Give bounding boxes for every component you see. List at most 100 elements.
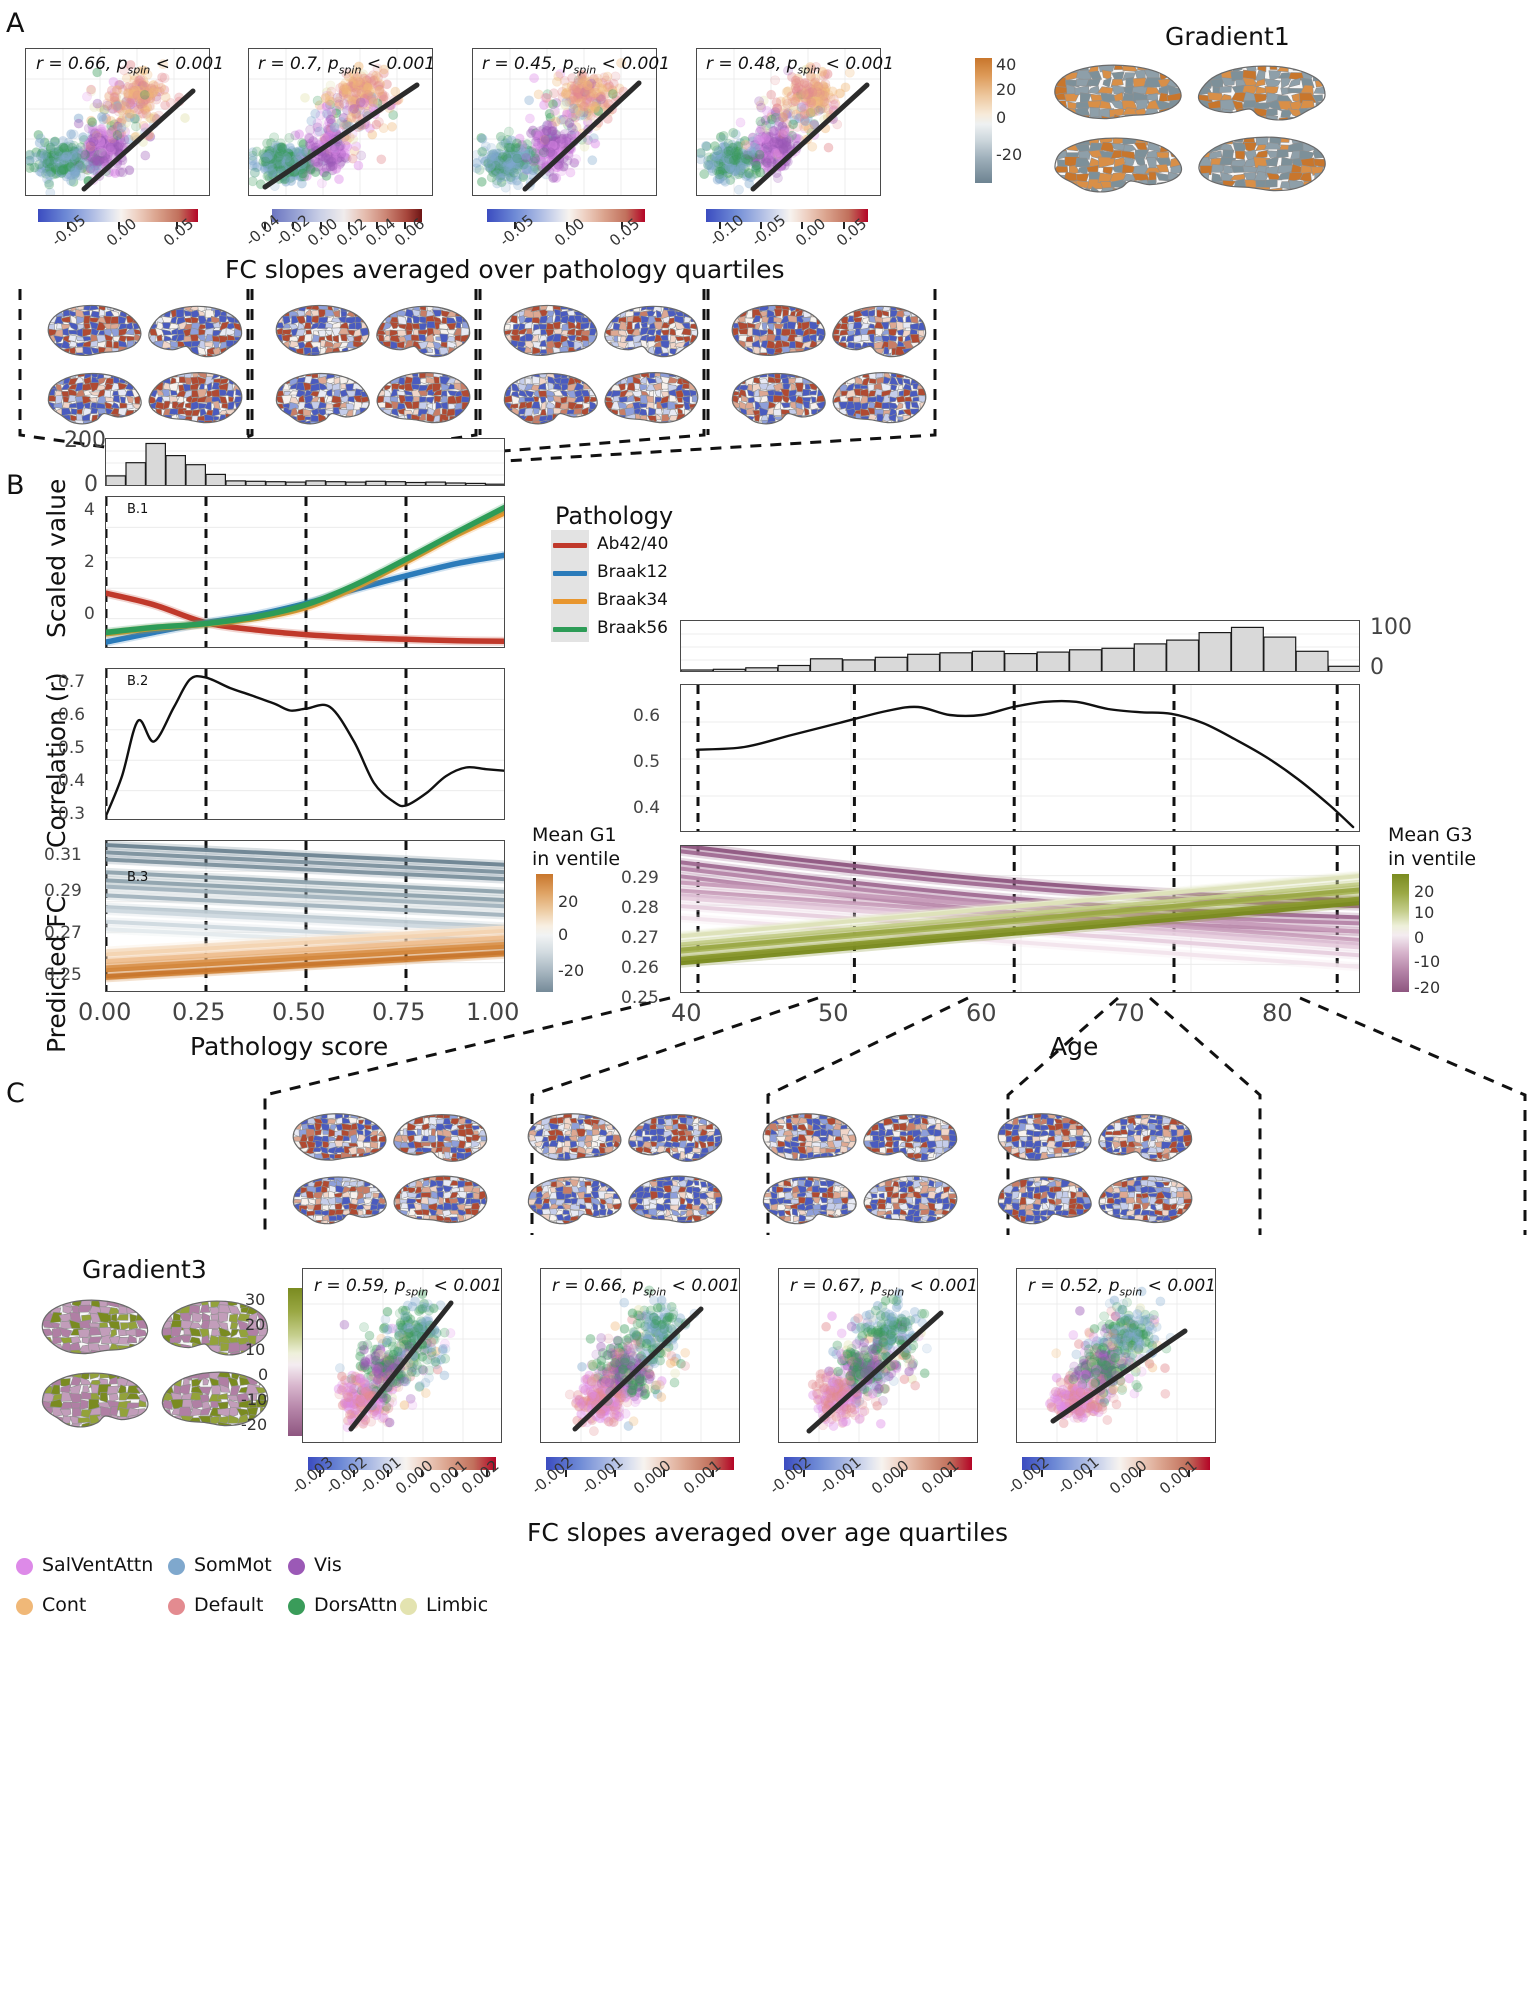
annotation-a4: r = 0.48, pspin < 0.001: [706, 54, 894, 77]
scatter-a3-canvas: [473, 49, 656, 195]
colorbar-mean-g1: [536, 874, 553, 992]
b3r-xtick-0: 40: [671, 999, 702, 1027]
quartile-brains-4: [724, 296, 934, 436]
b2l-ytick-2: 0.5: [58, 738, 86, 758]
cb-g3-label-0: 20: [1414, 882, 1435, 901]
b2l-ytick-3: 0.4: [58, 771, 86, 791]
annotation-c1: r = 0.59, pspin < 0.001: [314, 1276, 502, 1299]
b3r-xtick-2: 60: [966, 999, 997, 1027]
b3r-ytick-4: 0.25: [621, 988, 659, 1008]
b3r-ytick-1: 0.28: [621, 898, 659, 918]
panel-letter-a: A: [6, 8, 25, 39]
legend-label-sommot: SomMot: [194, 1554, 272, 1576]
cb-g3-label-2: 0: [1414, 928, 1425, 947]
scatter-plot-c2: [540, 1268, 740, 1443]
histogram-age: [680, 620, 1360, 672]
legend-swatch-braak12: [553, 571, 587, 576]
legend-swatch-ab4240: [553, 543, 587, 548]
legend-label-cont: Cont: [42, 1594, 87, 1616]
scatter-c3-canvas: [779, 1269, 977, 1442]
panel-letter-c: C: [6, 1078, 25, 1109]
legend-label-dorsattn: DorsAttn: [314, 1594, 398, 1616]
colorbar-c4: [1022, 1457, 1210, 1470]
plot-b3-left: [105, 840, 505, 992]
colorbar-c3-ticks: [784, 1470, 974, 1480]
scatter-a1-canvas: [26, 49, 209, 195]
gradient3-cb-label-3: 0: [258, 1365, 269, 1384]
scatter-a2-canvas: [249, 49, 432, 195]
subpanel-tag-b3: B.3: [127, 870, 149, 885]
colorbar-a1-ticks: [38, 222, 198, 232]
scatter-plot-a4: [696, 48, 881, 196]
colorbar-a3-ticks: [487, 222, 647, 232]
hist-right-ytick-0: 0: [1370, 655, 1384, 680]
axis-title-age: Age: [1050, 1032, 1099, 1061]
b2l-ytick-1: 0.6: [58, 705, 86, 725]
quartile-brains-1: [40, 296, 250, 436]
legend-label-default: Default: [194, 1594, 264, 1616]
colorbar-a4: [706, 209, 868, 222]
cb-g1-title-line1: Mean G1: [532, 824, 617, 846]
scatter-a4-canvas: [697, 49, 880, 195]
plot-b3-right: [680, 845, 1360, 993]
b3l-ytick-2: 0.27: [44, 923, 82, 943]
age-quartile-brains-2: [520, 1105, 730, 1235]
b3r-ytick-3: 0.26: [621, 958, 659, 978]
colorbar-mean-g3: [1392, 874, 1409, 992]
scatter-plot-a1: [25, 48, 210, 196]
gradient3-colorbar: [288, 1288, 305, 1436]
legend-dot-default: [168, 1598, 185, 1615]
gradient1-cb-label-1: 20: [996, 80, 1017, 99]
cb-g3-label-4: -20: [1414, 978, 1441, 997]
gradient1-brain-surfaces: [1040, 55, 1340, 205]
axis-title-scaled-value: Scaled value: [42, 478, 71, 638]
annotation-c2: r = 0.66, pspin < 0.001: [552, 1276, 740, 1299]
scatter-plot-a2: [248, 48, 433, 196]
plot-b2-right: [680, 684, 1360, 832]
legend-label-salventattn: SalVentAttn: [42, 1554, 154, 1576]
b1-ytick-4: 4: [84, 500, 95, 520]
annotation-c3: r = 0.67, pspin < 0.001: [790, 1276, 978, 1299]
scatter-c2-canvas: [541, 1269, 739, 1442]
legend-dot-cont: [16, 1598, 33, 1615]
quartile-brains-2: [268, 296, 478, 436]
b3l-ytick-3: 0.25: [44, 965, 82, 985]
gradient1-cb-label-3: -20: [996, 145, 1023, 164]
subpanel-tag-b2: B.2: [127, 674, 149, 689]
gradient3-cb-label-5: -20: [241, 1415, 268, 1434]
legend-title-pathology: Pathology: [555, 502, 674, 530]
legend-dot-sommot: [168, 1558, 185, 1575]
legend-label-ab4240: Ab42/40: [597, 534, 669, 554]
scatter-c1-canvas: [303, 1269, 501, 1442]
annotation-c4: r = 0.52, pspin < 0.001: [1028, 1276, 1216, 1299]
annotation-a1: r = 0.66, pspin < 0.001: [36, 54, 224, 77]
b3r-xtick-1: 50: [818, 999, 849, 1027]
b2r-ytick-2: 0.4: [633, 798, 661, 818]
legend-swatch-braak34: [553, 599, 587, 604]
colorbar-a2: [272, 209, 422, 222]
hist-right-ytick-100: 100: [1370, 615, 1412, 640]
colorbar-c2: [546, 1457, 734, 1470]
colorbar-c4-ticks: [1022, 1470, 1212, 1480]
legend-swatch-braak56: [553, 627, 587, 632]
b2r-ytick-1: 0.5: [633, 752, 661, 772]
cb-g1-label-0: 20: [558, 892, 579, 911]
colorbar-a1: [38, 209, 198, 222]
cb-g1-title-line2: in ventile: [532, 848, 621, 870]
legend-label-vis: Vis: [314, 1554, 342, 1576]
colorbar-a4-ticks: [706, 222, 871, 232]
colorbar-c1: [308, 1457, 496, 1470]
b3r-xtick-4: 80: [1262, 999, 1293, 1027]
b3l-xtick-4: 1.00: [466, 998, 520, 1026]
colorbar-a2-ticks: [262, 222, 432, 232]
legend-label-braak34: Braak34: [597, 590, 668, 610]
scatter-plot-a3: [472, 48, 657, 196]
age-quartile-brains-3: [755, 1105, 965, 1235]
subpanel-tag-b1: B.1: [127, 502, 149, 517]
cb-g1-label-2: -20: [558, 961, 585, 980]
b3r-ytick-2: 0.27: [621, 928, 659, 948]
panel-letter-b: B: [6, 470, 25, 501]
legend-label-braak12: Braak12: [597, 562, 668, 582]
gradient1-cb-label-0: 40: [996, 55, 1017, 74]
scatter-c4-canvas: [1017, 1269, 1215, 1442]
